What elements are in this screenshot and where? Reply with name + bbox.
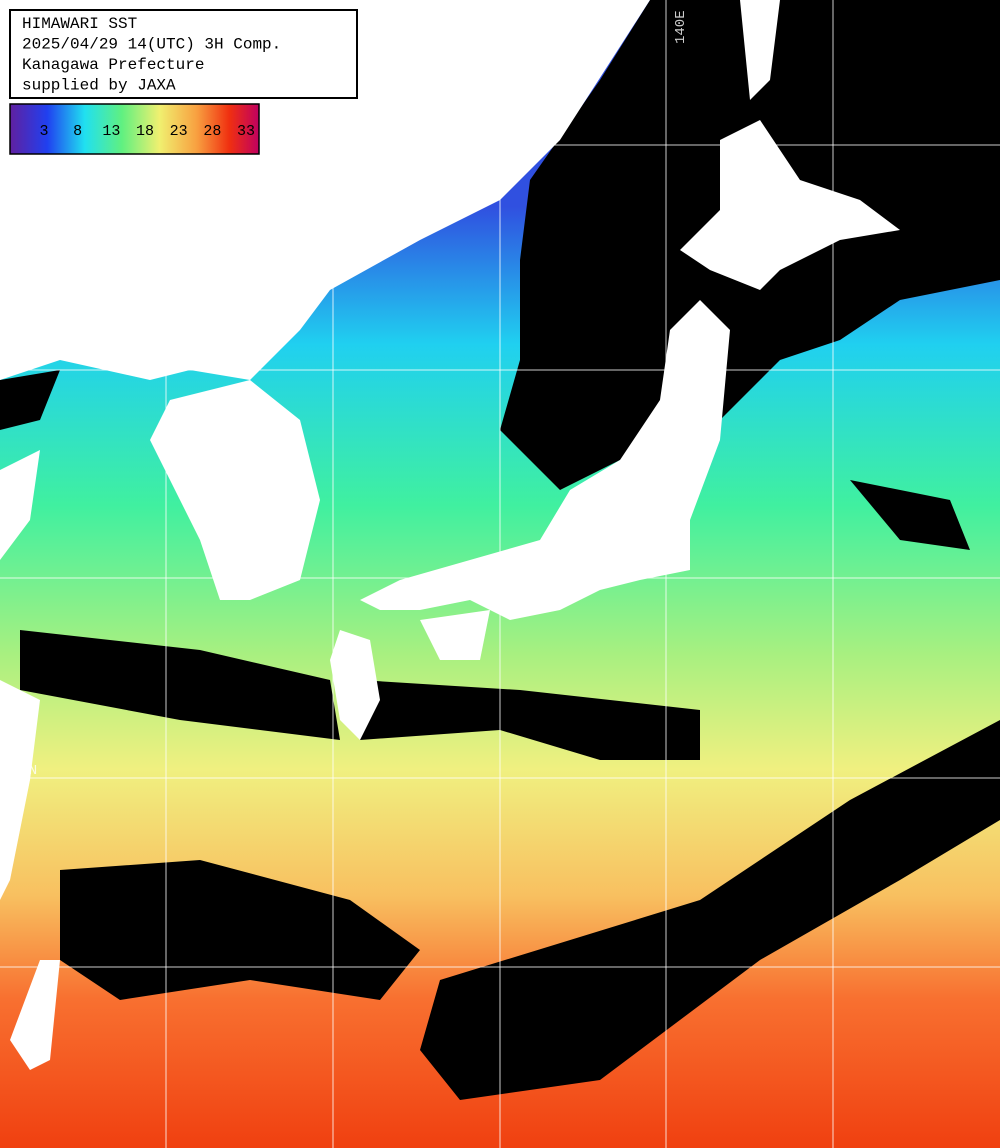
colorbar-tick-label: 28	[203, 123, 221, 140]
colorbar-tick-label: 8	[73, 123, 82, 140]
colorbar-ticks: 3 8 13 18 23 28 33	[39, 123, 255, 140]
colorbar-tick-label: 23	[170, 123, 188, 140]
colorbar	[9, 103, 260, 155]
header-line: Kanagawa Prefecture	[22, 56, 204, 74]
colorbar-tick-label: 13	[102, 123, 120, 140]
header-line: 2025/04/29 14(UTC) 3H Comp.	[22, 36, 281, 54]
colorbar-tick-label: 33	[237, 123, 255, 140]
longitude-label: 140E	[673, 10, 689, 44]
colorbar-tick-label: 3	[39, 123, 48, 140]
header-line: HIMAWARI SST	[22, 15, 137, 33]
header-line: supplied by JAXA	[22, 77, 176, 95]
latitude-label: 40N	[12, 355, 37, 371]
header: HIMAWARI SST 2025/04/29 14(UTC) 3H Comp. K…	[22, 15, 281, 95]
latitude-label: 30N	[12, 763, 37, 779]
header-box	[9, 9, 358, 99]
colorbar-tick-label: 18	[136, 123, 154, 140]
